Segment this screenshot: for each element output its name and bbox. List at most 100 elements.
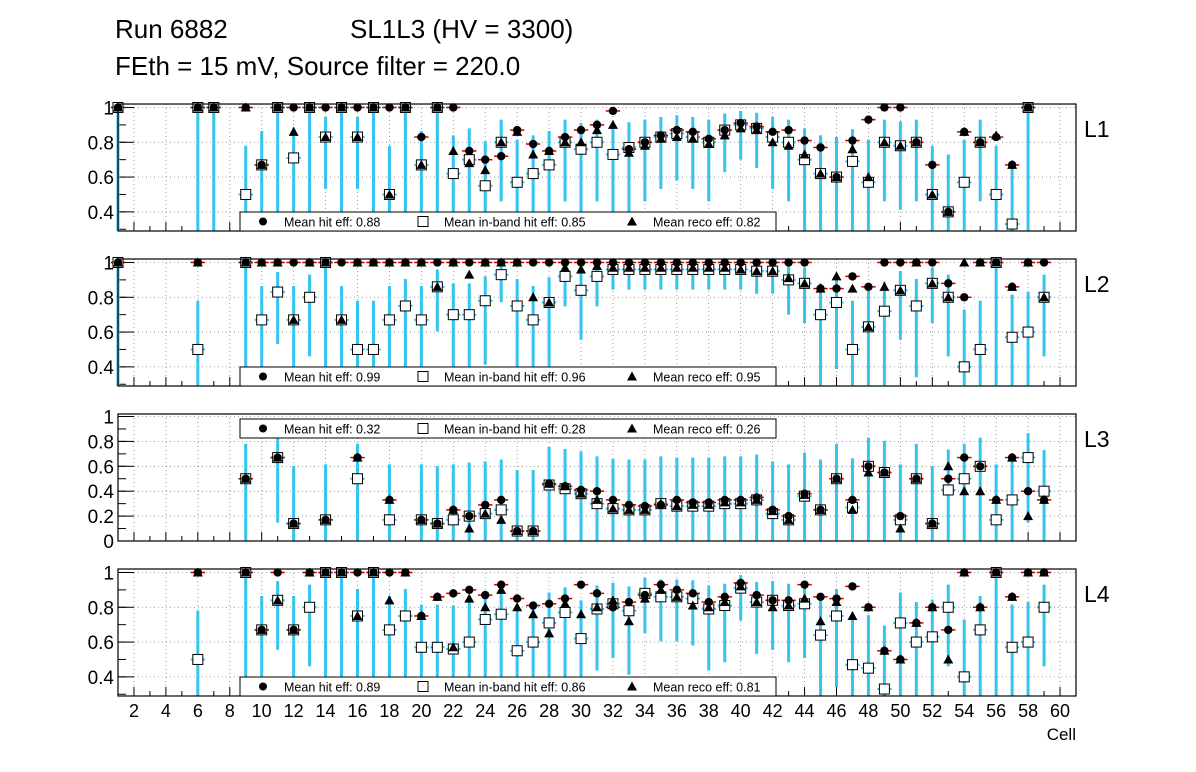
reco-point	[911, 257, 922, 267]
reco-point	[847, 504, 858, 514]
y-tick-label: 1	[103, 563, 114, 584]
hit-point	[528, 258, 538, 267]
reco-point	[639, 140, 650, 150]
reco-point	[256, 624, 267, 634]
reco-point	[671, 262, 682, 272]
panel-l2: 0.4 0.6 0.8 1 L2 Mean hit eff: 0.99 Mean in-ba…	[88, 253, 1110, 387]
inband-point	[831, 610, 842, 622]
hit-point	[944, 279, 953, 288]
inband-point	[527, 314, 539, 326]
reco-point	[336, 314, 347, 324]
inband-point	[958, 671, 970, 683]
hit-point	[449, 589, 458, 598]
reco-point	[623, 616, 634, 626]
x-tick-label: 4	[161, 701, 171, 721]
panel-l3: 0 0.2 0.4 0.6 0.8 1 L3 Mean hit eff: 0.32 Mean i…	[88, 407, 1110, 553]
reco-point	[831, 473, 842, 483]
reco-point	[496, 257, 507, 267]
reco-point	[480, 602, 491, 612]
hit-point	[560, 132, 570, 142]
reco-point	[847, 144, 858, 154]
inband-point	[527, 168, 539, 180]
y-tick-label: 1	[103, 98, 114, 119]
reco-point	[592, 260, 602, 270]
hit-point	[433, 258, 442, 267]
x-tick-label: 44	[795, 701, 815, 721]
reco-point	[432, 518, 443, 528]
reco-point	[512, 126, 523, 136]
legend-reco-marker	[627, 371, 637, 381]
reco-point	[943, 292, 954, 302]
reco-point	[1023, 511, 1034, 521]
y-tick-label: 0.8	[88, 288, 114, 309]
inband-point	[511, 645, 523, 657]
inband-point	[815, 629, 827, 641]
reco-point	[927, 278, 938, 288]
inband-point	[910, 300, 922, 312]
reco-point	[895, 285, 906, 295]
reco-point	[592, 602, 602, 612]
reco-point	[959, 257, 970, 267]
x-tick-label: 12	[284, 701, 304, 721]
reco-point	[560, 137, 571, 147]
legend: Mean hit eff: 0.89 Mean in-band hit eff: …	[239, 676, 777, 697]
reco-point	[623, 504, 634, 514]
reco-point	[1007, 159, 1018, 169]
hit-point	[832, 284, 841, 293]
inband-point	[926, 631, 938, 643]
inband-point	[352, 343, 363, 355]
reco-point	[639, 504, 650, 514]
reco-point	[352, 132, 363, 142]
reco-point	[927, 189, 938, 199]
reco-point	[256, 159, 267, 169]
reco-point	[719, 262, 730, 272]
reco-point	[719, 130, 730, 140]
reco-point	[815, 616, 826, 626]
hit-point	[656, 580, 666, 589]
y-tick-label: 0.4	[88, 668, 115, 689]
y-tick-label: 0.6	[88, 168, 114, 189]
reco-point	[735, 264, 746, 274]
reco-point	[975, 486, 986, 496]
x-tick-label: 6	[193, 701, 203, 721]
reco-point	[815, 168, 826, 178]
reco-point	[288, 518, 299, 528]
reco-point	[607, 262, 618, 272]
reco-point	[272, 452, 283, 462]
reco-point	[560, 262, 571, 272]
inband-point	[878, 683, 890, 695]
hit-point	[592, 589, 602, 598]
reco-point	[607, 503, 618, 513]
hit-point	[353, 568, 362, 577]
reco-point	[1007, 281, 1018, 291]
reco-point	[528, 609, 539, 619]
hit-point	[816, 592, 825, 602]
inband-point	[942, 484, 954, 496]
reco-point	[480, 508, 491, 518]
reco-point	[863, 602, 874, 612]
reco-point	[735, 581, 746, 591]
inband-point	[591, 270, 603, 282]
x-axis-label: Cell	[1047, 725, 1076, 744]
inband-point	[846, 659, 858, 671]
reco-point	[512, 602, 523, 612]
hit-point	[576, 580, 586, 589]
hit-point	[864, 282, 873, 292]
reco-point	[687, 499, 698, 509]
reco-point	[592, 494, 602, 504]
hit-point	[576, 258, 586, 267]
reco-point	[384, 494, 395, 504]
reco-point	[975, 137, 986, 147]
inband-point	[623, 605, 635, 617]
reco-point	[384, 595, 395, 605]
reco-point	[639, 593, 650, 603]
reco-point	[512, 257, 523, 267]
y-tick-label: 0.8	[88, 432, 114, 453]
inband-point	[1038, 601, 1050, 613]
hit-point	[928, 160, 937, 170]
layer-label: L1	[1084, 116, 1110, 142]
hit-point	[528, 601, 538, 610]
reco-point	[815, 283, 826, 293]
legend-reco-label: Mean reco eff: 0.26	[653, 423, 761, 437]
